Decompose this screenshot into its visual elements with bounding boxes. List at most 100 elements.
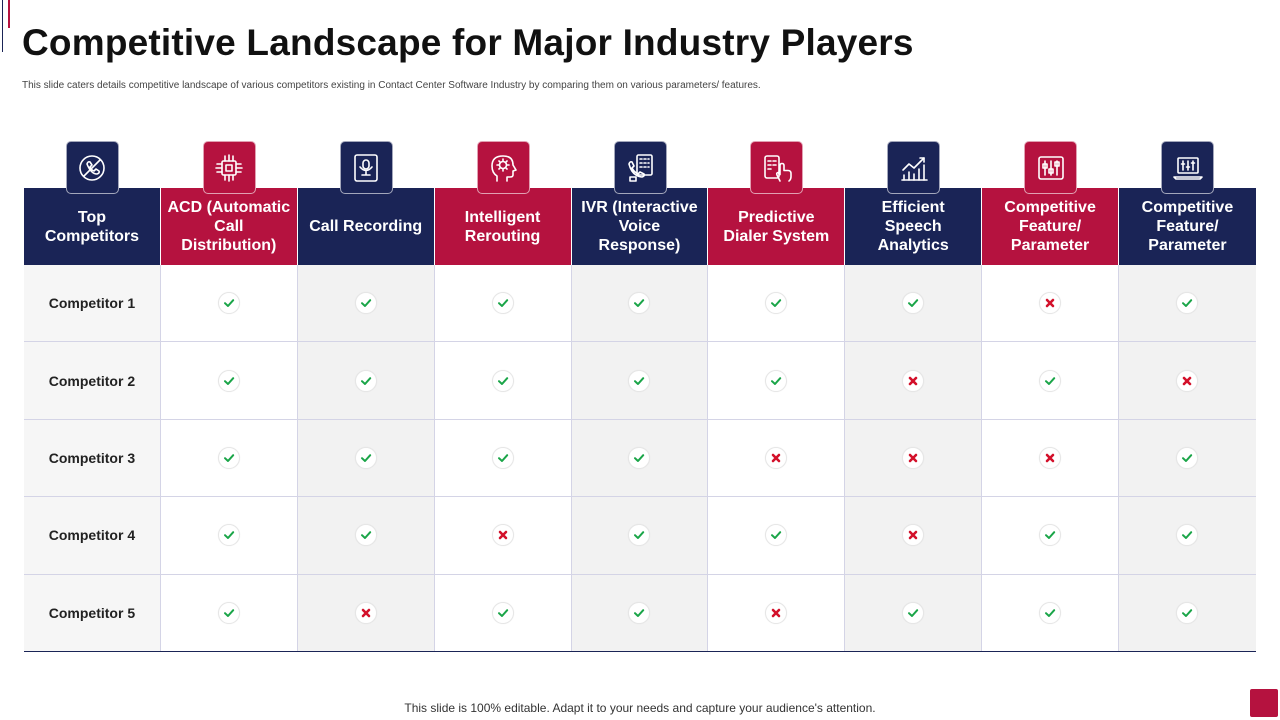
competitor-label: Competitor 3 [24,419,161,497]
feature-cell [845,342,983,419]
feature-cell [434,574,572,651]
check-icon [902,292,925,315]
check-icon [217,369,240,392]
check-icon [354,369,377,392]
cross-icon [1039,446,1062,469]
growth-chart-icon [896,150,932,186]
check-icon [1039,601,1062,624]
page-subtitle: This slide caters details competitive la… [22,80,761,91]
feature-cell [434,419,572,497]
check-icon [354,292,377,315]
check-icon [628,292,651,315]
check-icon [1176,446,1199,469]
check-icon [217,524,240,547]
cross-icon [902,369,925,392]
feature-cell [982,265,1119,342]
column-header: Intelligent Rerouting [434,188,572,265]
column-header: Call Recording [297,188,435,265]
feature-cell [434,342,572,419]
feature-cell [1119,497,1256,574]
feature-cell [297,497,435,574]
cross-icon [902,524,925,547]
feature-cell [1119,419,1256,497]
table-row: Competitor 4 [24,497,1256,575]
column-header: ACD (Automatic Call Distribution) [160,188,298,265]
check-icon [217,446,240,469]
check-icon [1176,601,1199,624]
column-header: Efficient Speech Analytics [845,188,983,265]
competitor-label: Competitor 2 [24,342,161,419]
check-icon [1039,524,1062,547]
microphone-screen-icon [348,150,384,186]
cross-icon [765,601,788,624]
feature-cell [434,265,572,342]
feature-cell [160,419,298,497]
check-icon [628,369,651,392]
column-icon-tile [1024,141,1078,194]
feature-cell [297,419,435,497]
page-title: Competitive Landscape for Major Industry… [22,22,914,63]
feature-cell [434,497,572,574]
check-icon [628,601,651,624]
check-icon [1176,292,1199,315]
table-header-row: Top Competitors ACD (Automatic Call Distr… [24,188,1256,265]
accent-line [2,0,3,52]
column-icon-tile [476,141,530,194]
competitor-label: Competitor 1 [24,265,161,342]
corner-square [1250,689,1278,717]
column-icon-tile [1161,141,1215,194]
column-icon-tile [887,141,941,194]
check-icon [628,446,651,469]
footer-note: This slide is 100% editable. Adapt it to… [404,701,876,715]
feature-cell [982,574,1119,651]
check-icon [491,446,514,469]
column-header: Predictive Dialer System [708,188,846,265]
comparison-table: Top Competitors ACD (Automatic Call Distr… [24,140,1256,652]
check-icon [902,601,925,624]
check-icon [765,524,788,547]
cross-icon [1176,369,1199,392]
feature-cell [708,265,846,342]
table-body: Competitor 1 Competitor 2 Competitor 3 Comp… [24,265,1256,652]
header-icons-row [24,140,1256,194]
check-icon [354,524,377,547]
equalizer-panel-icon [1033,150,1069,186]
column-header: IVR (Interactive Voice Response) [571,188,709,265]
check-icon [628,524,651,547]
table-row: Competitor 1 [24,265,1256,343]
feature-cell [845,419,983,497]
cross-icon [354,601,377,624]
competitor-label: Competitor 5 [24,574,161,651]
column-icon-tile [202,141,256,194]
feature-cell [708,497,846,574]
feature-cell [571,419,709,497]
check-icon [491,369,514,392]
phone-keypad-icon [622,150,658,186]
check-icon [491,292,514,315]
check-icon [217,601,240,624]
feature-cell [982,497,1119,574]
table-row: Competitor 5 [24,574,1256,652]
feature-cell [845,265,983,342]
column-icon-tile [613,141,667,194]
feature-cell [1119,574,1256,651]
check-icon [354,446,377,469]
feature-cell [982,419,1119,497]
feature-cell [845,497,983,574]
touch-dialer-icon [759,150,795,186]
laptop-sliders-icon [1170,150,1206,186]
feature-cell [571,574,709,651]
column-header: Competitive Feature/ Parameter [982,188,1119,265]
feature-cell [160,574,298,651]
check-icon [765,292,788,315]
feature-cell [571,265,709,342]
head-gear-icon [485,150,521,186]
feature-cell [845,574,983,651]
check-icon [765,369,788,392]
no-phone-icon [74,150,110,186]
feature-cell [982,342,1119,419]
feature-cell [160,497,298,574]
feature-cell [708,342,846,419]
column-icon-tile [65,141,119,194]
table-row: Competitor 2 [24,342,1256,420]
